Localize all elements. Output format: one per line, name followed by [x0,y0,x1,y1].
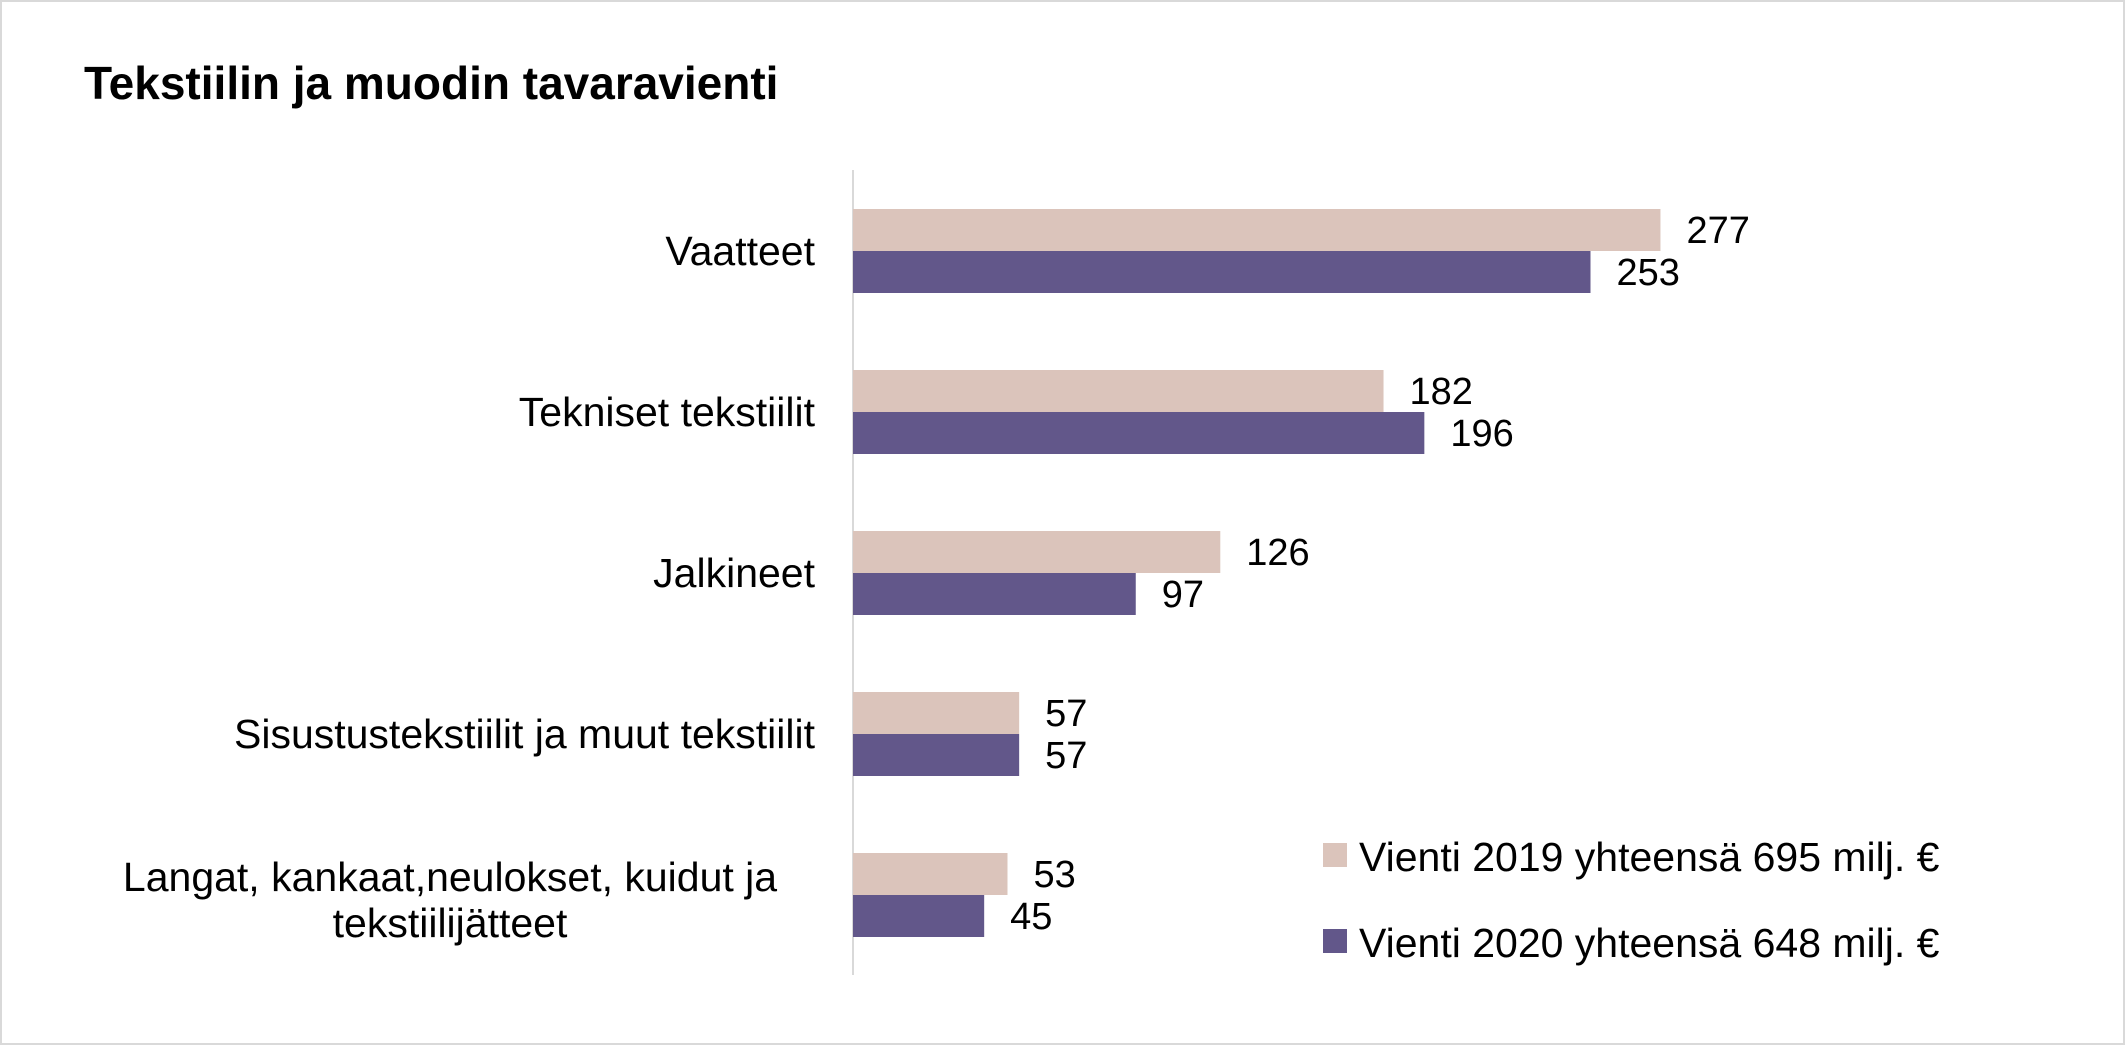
bar [853,573,1136,615]
data-label: 196 [1450,413,1513,455]
bar [853,412,1425,454]
category-label: Vaatteet [665,228,815,274]
category-label: Sisustustekstiilit ja muut tekstiilit [234,711,816,757]
data-label: 277 [1686,210,1749,252]
data-label: 97 [1162,574,1204,616]
legend-entry: Vienti 2019 yhteensä 695 milj. € [1359,834,1940,880]
data-label: 126 [1246,532,1309,574]
data-label: 57 [1045,693,1087,735]
bar [853,895,985,937]
bar [853,251,1591,293]
bar [853,692,1020,734]
chart-title: Tekstiilin ja muodin tavaravienti [84,57,779,109]
data-label: 53 [1033,854,1075,896]
bars-group [853,209,1661,937]
category-label: Jalkineet [653,550,815,596]
category-labels: Vaatteet Tekniset tekstiilit Jalkineet Sisu… [123,228,816,946]
category-label: Langat, kankaat,neulokset, kuidut ja teks… [123,854,777,946]
data-label: 253 [1616,252,1679,294]
legend-entry: Vienti 2020 yhteensä 648 milj. € [1359,920,1940,966]
data-label: 45 [1010,896,1052,938]
category-label-line: tekstiilijätteet [333,900,568,946]
legend-swatch [1323,929,1347,953]
category-label-line: Langat, kankaat,neulokset, kuidut ja [123,854,777,900]
data-label: 57 [1045,735,1087,777]
bar [853,209,1661,251]
legend-swatch [1323,843,1347,867]
legend: Vienti 2019 yhteensä 695 milj. € Vienti 2… [1323,834,1940,966]
bar [853,370,1384,412]
category-label: Tekniset tekstiilit [519,389,816,435]
bar [853,531,1221,573]
bar [853,734,1020,776]
bar [853,853,1008,895]
data-label: 182 [1410,371,1473,413]
